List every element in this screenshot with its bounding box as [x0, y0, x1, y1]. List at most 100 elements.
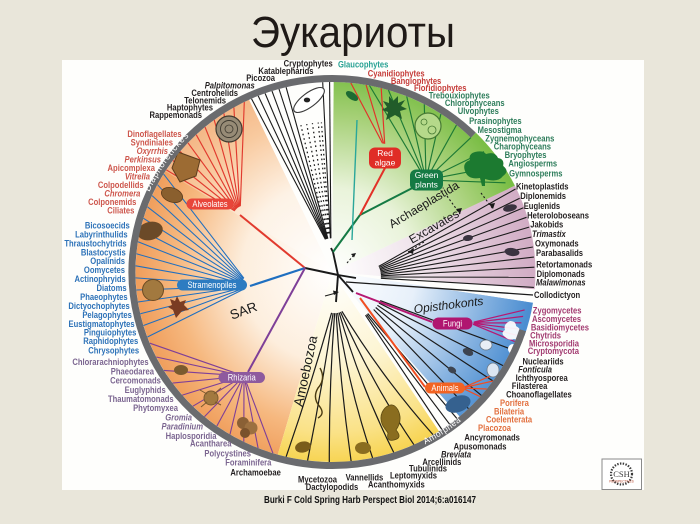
svg-text:Diatoms: Diatoms [97, 282, 127, 293]
svg-text:Euglyphids: Euglyphids [125, 384, 166, 395]
svg-text:Chytrids: Chytrids [530, 330, 561, 341]
svg-text:Angiosperms: Angiosperms [508, 158, 557, 169]
svg-text:Placozoa: Placozoa [478, 422, 511, 433]
svg-text:Animals: Animals [431, 382, 458, 393]
svg-text:Coelenterata: Coelenterata [486, 414, 532, 425]
svg-text:Fonticula: Fonticula [518, 364, 552, 375]
svg-text:Filasterea: Filasterea [512, 380, 548, 391]
svg-text:Labyrinthulids: Labyrinthulids [75, 229, 128, 240]
svg-text:Alveolates: Alveolates [192, 198, 227, 209]
svg-text:Foraminifera: Foraminifera [225, 457, 271, 468]
svg-text:Chlorophyceans: Chlorophyceans [445, 97, 505, 108]
svg-text:Dinoflagellates: Dinoflagellates [127, 128, 181, 139]
svg-text:Thaumatomonads: Thaumatomonads [108, 393, 174, 404]
svg-text:Dictyochophytes: Dictyochophytes [68, 300, 130, 311]
svg-text:Ascomycetes: Ascomycetes [532, 313, 581, 324]
svg-text:Ichthyosporea: Ichthyosporea [516, 372, 568, 383]
svg-text:Prasinophytes: Prasinophytes [469, 115, 522, 126]
svg-text:Nucleariids: Nucleariids [523, 356, 564, 367]
svg-text:Microsporidia: Microsporidia [529, 338, 579, 349]
svg-text:Bryophytes: Bryophytes [505, 149, 547, 160]
svg-text:Malawimonas: Malawimonas [536, 277, 586, 288]
svg-text:Eustigmatophytes: Eustigmatophytes [69, 318, 135, 329]
svg-text:Oxyrrhis: Oxyrrhis [137, 145, 169, 156]
svg-text:Pelagophytes: Pelagophytes [82, 309, 132, 320]
svg-text:Cercomonads: Cercomonads [110, 375, 161, 386]
svg-text:Stramenopiles: Stramenopiles [188, 279, 237, 290]
svg-text:Rappemonads: Rappemonads [149, 109, 202, 120]
svg-text:Mycetozoa: Mycetozoa [298, 474, 337, 485]
svg-text:Raphidophytes: Raphidophytes [83, 335, 138, 346]
svg-text:Bicosoecids: Bicosoecids [85, 220, 130, 231]
svg-text:Red: Red [377, 148, 393, 158]
svg-text:Chlorarachniophytes: Chlorarachniophytes [72, 356, 148, 367]
svg-text:Chromera: Chromera [104, 188, 140, 199]
svg-text:Glaucophytes: Glaucophytes [338, 59, 389, 70]
svg-text:Apusomonads: Apusomonads [454, 441, 507, 452]
svg-text:Oomycetes: Oomycetes [84, 264, 125, 275]
svg-text:Gromia: Gromia [165, 412, 192, 423]
svg-text:Fungi: Fungi [443, 318, 462, 329]
svg-text:Diplonemids: Diplonemids [520, 190, 566, 201]
svg-text:Pinguiophytes: Pinguiophytes [84, 327, 137, 338]
svg-text:Leptomyxids: Leptomyxids [390, 470, 437, 481]
svg-text:Dactylopodids: Dactylopodids [306, 481, 359, 492]
svg-text:Bangiophytes: Bangiophytes [391, 75, 442, 86]
svg-text:Haptophytes: Haptophytes [167, 102, 213, 113]
svg-text:Burki F Cold Spring Harb Persp: Burki F Cold Spring Harb Perspect Biol 2… [264, 494, 476, 506]
svg-text:Kinetoplastids: Kinetoplastids [516, 181, 569, 192]
svg-text:Tubulinids: Tubulinids [409, 463, 447, 474]
svg-text:Palpitomonas: Palpitomonas [205, 80, 255, 91]
svg-text:Эукариоты: Эукариоты [251, 8, 455, 57]
svg-text:Syndiniales: Syndiniales [131, 137, 174, 148]
svg-text:Ancyromonads: Ancyromonads [464, 432, 520, 443]
svg-text:Archamoebae: Archamoebae [230, 467, 281, 478]
svg-text:Cryptophytes: Cryptophytes [284, 58, 333, 69]
svg-text:Cryptomycota: Cryptomycota [528, 345, 579, 356]
svg-text:Rhizaria: Rhizaria [228, 372, 256, 383]
svg-text:Bilateria: Bilateria [494, 406, 524, 417]
svg-text:Porifera: Porifera [500, 397, 529, 408]
svg-text:Oxymonads: Oxymonads [535, 238, 579, 249]
svg-text:Phytomyxea: Phytomyxea [133, 402, 178, 413]
svg-text:Blastocystis: Blastocystis [81, 247, 126, 258]
svg-text:Jakobids: Jakobids [530, 219, 563, 230]
svg-text:Retortamonads: Retortamonads [536, 259, 592, 270]
svg-text:Picozoa: Picozoa [246, 72, 275, 83]
svg-text:Heteroloboseans: Heteroloboseans [527, 210, 589, 221]
svg-text:algae: algae [375, 158, 396, 168]
svg-text:Ulvophytes: Ulvophytes [458, 105, 499, 116]
svg-text:Polycystines: Polycystines [204, 448, 251, 459]
svg-text:Vannellids: Vannellids [346, 472, 384, 483]
svg-text:plants: plants [415, 180, 438, 190]
svg-text:Zygnemophyceans: Zygnemophyceans [485, 133, 554, 144]
svg-text:Basidiomycetes: Basidiomycetes [531, 322, 589, 333]
svg-text:Phaeophytes: Phaeophytes [80, 291, 128, 302]
svg-text:Paradinium: Paradinium [161, 421, 203, 432]
svg-text:Apicomplexa: Apicomplexa [108, 162, 156, 173]
svg-text:Green: Green [415, 170, 439, 180]
svg-text:Collodictyon: Collodictyon [534, 289, 580, 300]
svg-text:Charophyceans: Charophyceans [494, 141, 551, 152]
svg-text:Thraustochytrids: Thraustochytrids [64, 238, 127, 249]
svg-text:Diplomonads: Diplomonads [537, 268, 586, 279]
svg-text:Telonemids: Telonemids [184, 95, 226, 106]
svg-text:Phaeodarea: Phaeodarea [111, 366, 154, 377]
svg-text:Ciliates: Ciliates [107, 205, 134, 216]
svg-text:Floridiophytes: Floridiophytes [414, 82, 467, 93]
svg-text:Zygomycetes: Zygomycetes [533, 305, 582, 316]
svg-text:Breviata: Breviata [441, 449, 471, 460]
svg-text:Acanthomyxids: Acanthomyxids [368, 479, 425, 490]
svg-text:Colpodellids: Colpodellids [98, 179, 144, 190]
svg-text:Trebouxiophytes: Trebouxiophytes [429, 90, 490, 101]
svg-text:PERSPECTIVES: PERSPECTIVES [609, 480, 633, 484]
svg-text:Actinophryids: Actinophryids [75, 273, 126, 284]
svg-text:Colponemids: Colponemids [88, 196, 137, 207]
svg-text:Acantharea: Acantharea [190, 438, 232, 449]
svg-text:Arcellinids: Arcellinids [422, 456, 461, 467]
svg-text:CSH: CSH [613, 469, 630, 479]
svg-text:Vitrella: Vitrella [125, 171, 150, 182]
svg-text:Opalinids: Opalinids [90, 255, 125, 266]
svg-text:Choanoflagellates: Choanoflagellates [506, 389, 572, 400]
svg-text:Perkinsus: Perkinsus [125, 154, 162, 165]
